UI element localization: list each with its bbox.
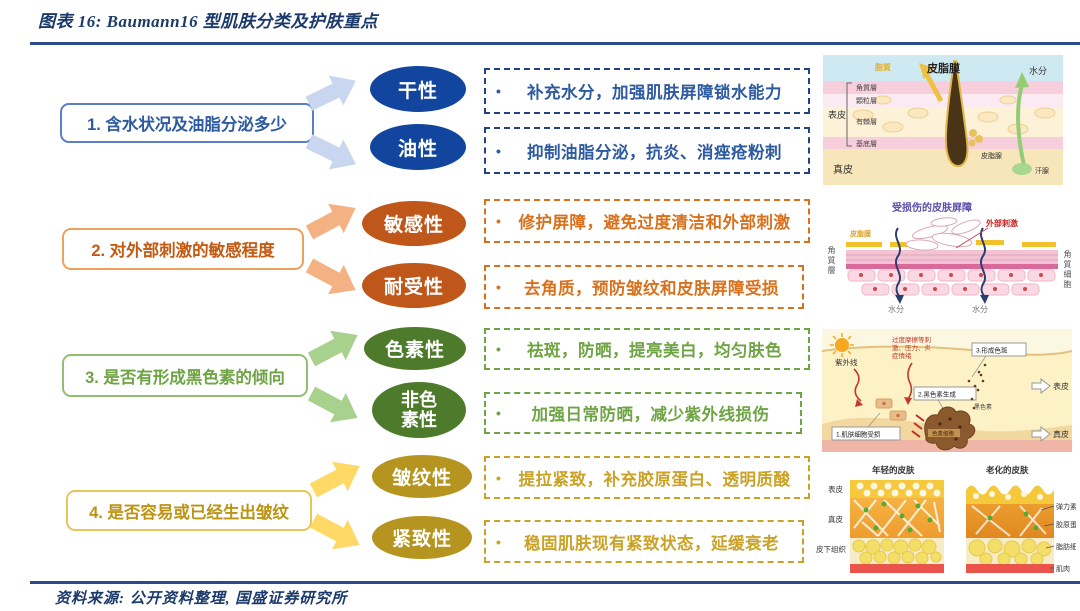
trigger-label: 过度摩擦等刺 (892, 335, 931, 344)
stratum-corneum-label: 角質層 (827, 246, 836, 276)
flow-arrow-icon (305, 203, 356, 240)
tip-box: • 稳固肌肤现有紧致状态，延缓衰老 (484, 520, 804, 563)
fat-cell-label: 脂肪细胞 (1056, 542, 1076, 551)
layer-label: 基底層 (856, 139, 877, 148)
bullet-icon: • (496, 213, 501, 229)
category-box-4: 4. 是否容易或已经生出皱纹 (66, 490, 312, 531)
flow-arrow-icon (309, 461, 360, 498)
flow-arrow-icon (309, 513, 360, 550)
tip-text: 祛斑，防晒，提亮美白，均匀肤色 (526, 342, 782, 360)
old-skin-title: 老化的皮肤 (985, 465, 1029, 475)
layer-label: 角質層 (856, 83, 877, 92)
tip-box: • 抑制油脂分泌，抗炎、消痤疮粉刺 (484, 127, 810, 174)
tip-box: • 加强日常防晒，减少紫外线损伤 (484, 392, 802, 434)
skin-type-oval-dry: 干性 (370, 66, 466, 112)
skin-type-label: 干性 (397, 80, 438, 102)
bullet-icon: • (496, 142, 501, 159)
tip-text: 提拉紧致，补充胶原蛋白、透明质酸 (518, 470, 791, 489)
water-label: 水分 (888, 304, 904, 314)
step2-label: 2.黑色素生成 (918, 390, 956, 399)
tip-box: • 祛斑，防晒，提亮美白，均匀肤色 (484, 328, 810, 370)
figure-title: 图表 16: Baumann16 型肌肤分类及护肤重点 (38, 12, 378, 31)
sebum-title-label: 皮脂膜 (926, 61, 960, 75)
bullet-icon: • (496, 279, 501, 295)
muscle-label: 肌肉 (1056, 564, 1070, 573)
skin-type-oval-wrinkled: 皱纹性 (372, 455, 472, 498)
tip-text: 稳固肌肤现有紧致状态，延缓衰老 (523, 534, 779, 553)
bullet-icon: • (496, 533, 501, 550)
barrier-title-label: 受损伤的皮肤屏障 (892, 201, 972, 214)
tip-box: • 修护屏障，避免过度清洁和外部刺激 (484, 199, 810, 243)
melanin-label: 黑色素 (974, 403, 992, 411)
skin-type-label: 耐受性 (383, 277, 444, 298)
dermis-label: 真皮 (833, 163, 853, 176)
trigger-label: 症情绪 (892, 351, 912, 360)
water-label: 水分 (1029, 65, 1047, 76)
flow-arrow-icon (307, 386, 358, 423)
tip-text: 抑制油脂分泌，抗炎、消痤疮粉刺 (526, 143, 782, 162)
flow-arrow-icon (305, 258, 356, 295)
epidermis-label: 表皮 (1053, 381, 1069, 391)
skin-type-label: 敏感性 (383, 215, 444, 236)
dermis-label: 真皮 (828, 514, 843, 524)
sweat-label: 汗腺 (1035, 166, 1049, 175)
skin-type-label: 色素性 (384, 340, 445, 361)
source-note: 资料来源: 公开资料整理, 国盛证券研究所 (55, 591, 348, 607)
skin-type-oval-tight: 紧致性 (372, 516, 472, 559)
skin-type-label: 皱纹性 (391, 468, 452, 489)
bullet-icon: • (496, 469, 501, 486)
tip-text: 修护屏障，避免过度清洁和外部刺激 (518, 214, 791, 232)
skin-type-label: 油性 (397, 138, 438, 160)
category-box-2: 2. 对外部刺激的敏感程度 (62, 228, 304, 270)
melanin-formation-illustration: 紫外线 过度摩擦等刺 激、压力、炎 症情绪 3.形成色斑 2.黑色素生成 1.肌… (822, 329, 1072, 452)
top-rule (30, 42, 1080, 45)
skin-type-oval-oily: 油性 (370, 124, 466, 170)
trigger-label: 激、压力、炎 (892, 343, 932, 352)
collagen-label: 胶原蛋白 (1056, 520, 1076, 529)
bullet-icon: • (496, 405, 501, 421)
damaged-barrier-illustration: 受损伤的皮肤屏障 皮脂膜 外部刺激 水分 水分 角質層 角質細胞 (826, 198, 1074, 317)
bottom-rule (30, 581, 1080, 584)
step3-label: 3.形成色斑 (976, 346, 1008, 355)
bullet-icon: • (496, 83, 501, 99)
bullet-icon: • (496, 341, 501, 357)
dermis-label: 真皮 (1053, 429, 1069, 439)
elastin-label: 弹力素 (1056, 502, 1076, 511)
tip-box: • 去角质，预防皱纹和皮肤屏障受损 (484, 265, 804, 309)
layer-label: 顆粒層 (856, 96, 877, 105)
epidermis-label: 表皮 (828, 109, 846, 120)
corneocytes-label: 角質細胞 (1063, 250, 1072, 290)
skin-type-oval-nonpigmented: 非色素性 (372, 382, 466, 438)
external-stimulus-label: 外部刺激 (986, 218, 1018, 228)
uv-label: 紫外线 (835, 357, 858, 367)
sebum-film-label: 皮脂膜 (849, 229, 871, 238)
tip-box: • 补充水分，加强肌肤屏障锁水能力 (484, 68, 810, 114)
flow-arrow-icon (305, 134, 356, 170)
sebum-film-illustration: 皮脂膜 脂質 水分 表皮 角質層 顆粒層 有棘層 基底層 真皮 皮脂腺 汗腺 (823, 55, 1063, 185)
skin-type-oval-sensitive: 敏感性 (362, 201, 466, 246)
sebaceous-label: 皮脂腺 (981, 151, 1002, 160)
skin-type-label: 非色素性 (401, 389, 437, 430)
melanocyte-label: 色素细胞 (932, 430, 955, 438)
subcutis-label: 皮下组织 (816, 544, 846, 554)
skin-type-oval-resistant: 耐受性 (362, 263, 466, 308)
tip-text: 补充水分，加强肌肤屏障锁水能力 (526, 84, 782, 102)
epidermis-label: 表皮 (828, 484, 843, 494)
tip-text: 去角质，预防皱纹和皮肤屏障受损 (523, 280, 779, 298)
tip-text: 加强日常防晒，减少紫外线损伤 (531, 406, 770, 424)
lipid-label: 脂質 (874, 62, 891, 72)
flow-arrow-icon (307, 330, 358, 367)
water-label: 水分 (972, 304, 988, 314)
category-box-3: 3. 是否有形成黑色素的倾向 (62, 354, 308, 397)
layer-label: 有棘層 (856, 117, 877, 126)
step1-label: 1.肌肤细胞受损 (836, 430, 881, 439)
flow-arrow-icon (305, 75, 356, 111)
category-box-1: 1. 含水状况及油脂分泌多少 (60, 103, 314, 143)
young-skin-title: 年轻的皮肤 (872, 465, 915, 475)
skin-type-label: 紧致性 (391, 529, 452, 550)
skin-type-oval-pigmented: 色素性 (364, 327, 466, 370)
skin-aging-illustration: 年轻的皮肤 老化的皮肤 表皮 真皮 皮下组织 弹力素 胶原蛋白 脂肪细胞 肌肉 (814, 460, 1076, 580)
tip-box: • 提拉紧致，补充胶原蛋白、透明质酸 (484, 456, 810, 499)
